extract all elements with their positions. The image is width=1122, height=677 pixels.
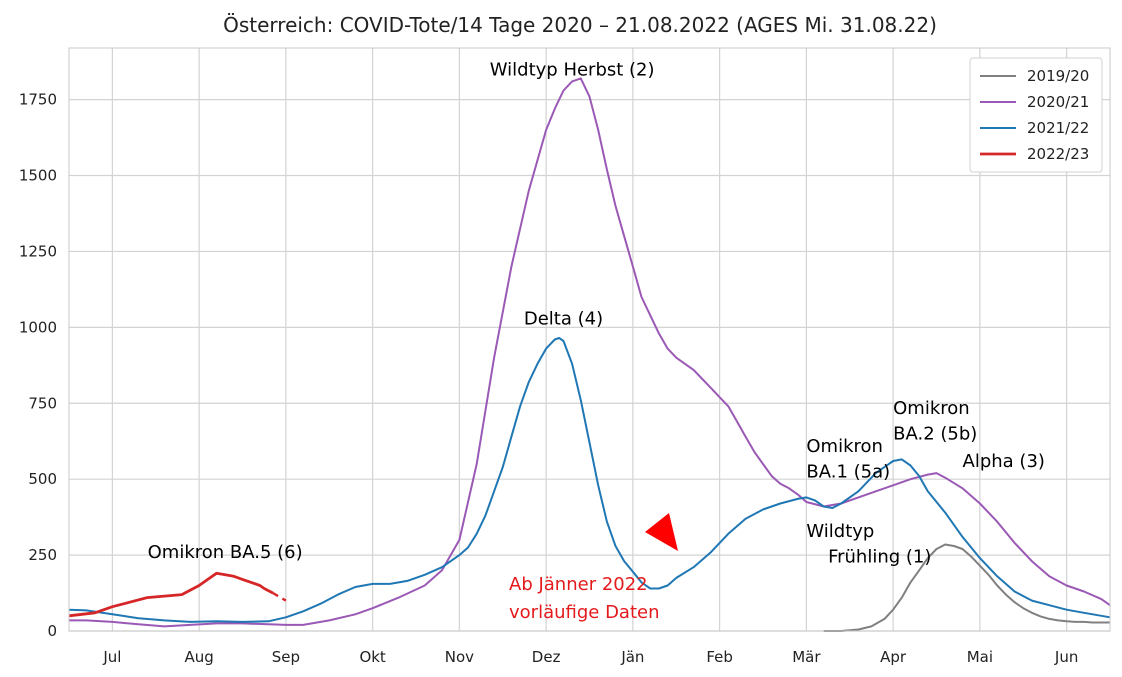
note-line: Ab Jänner 2022 <box>509 574 648 595</box>
annotation-label: Wildtyp Herbst (2) <box>490 59 655 80</box>
plot-background <box>69 48 1110 631</box>
x-tick-label: Sep <box>272 648 300 666</box>
x-tick-label: Okt <box>359 648 385 666</box>
annotation-label: Omikron <box>806 436 883 457</box>
y-tick-label: 500 <box>28 470 57 488</box>
x-ticks: Jul Aug Sep Okt Nov Dez Jän Feb Mär Apr Mai Jun <box>102 648 1078 666</box>
x-tick-label: Apr <box>880 648 907 666</box>
x-tick-label: Jän <box>620 648 644 666</box>
x-tick-label: Jun <box>1054 648 1078 666</box>
series-line-2021-22 <box>68 337 1111 623</box>
y-ticks: 0 250 500 750 1000 1250 1500 1750 <box>19 91 57 640</box>
annotation-label: BA.1 (5a) <box>806 462 890 483</box>
red-arrow-icon <box>645 513 678 551</box>
annotation-label: Frühling (1) <box>828 547 931 568</box>
legend-label: 2022/23 <box>1027 145 1089 163</box>
x-tick-label: Feb <box>706 648 733 666</box>
y-tick-label: 1750 <box>19 91 57 109</box>
x-tick-label: Mai <box>967 648 993 666</box>
x-tick-label: Nov <box>445 648 474 666</box>
x-tick-label: Mär <box>792 648 821 666</box>
series-line-2022-23 <box>68 571 274 618</box>
note-line: vorläufige Daten <box>509 602 660 623</box>
series-line-2022-23-dashed <box>272 591 287 602</box>
y-tick-label: 1250 <box>19 242 57 260</box>
chart-title: Österreich: COVID-Tote/14 Tage 2020 – 21… <box>223 13 937 37</box>
series-lines <box>68 77 1111 632</box>
plot-area <box>69 48 1110 631</box>
series-line-2020-21 <box>69 77 1111 628</box>
annotation-label: Omikron <box>893 398 970 419</box>
legend-label: 2021/22 <box>1027 119 1089 137</box>
y-tick-label: 750 <box>28 394 57 412</box>
x-tick-label: Dez <box>532 648 561 666</box>
annotations: Wildtyp Herbst (2) Delta (4) Omikron BA.1 (… <box>148 59 1045 567</box>
annotation-label: Alpha (3) <box>963 451 1045 472</box>
series-line-2019-20 <box>823 543 1110 632</box>
annotation-label: Delta (4) <box>524 308 603 329</box>
y-tick-label: 0 <box>47 622 57 640</box>
y-tick-label: 1000 <box>19 318 57 336</box>
annotation-label: BA.2 (5b) <box>893 424 977 445</box>
annotation-label: Wildtyp <box>806 521 874 542</box>
y-tick-label: 1500 <box>19 167 57 185</box>
annotation-label: Omikron BA.5 (6) <box>148 542 303 563</box>
x-tick-label: Jul <box>102 648 121 666</box>
legend: 2019/20 2020/21 2021/22 2022/23 <box>969 57 1103 173</box>
legend-label: 2020/21 <box>1027 93 1089 111</box>
legend-label: 2019/20 <box>1027 67 1089 85</box>
x-tick-label: Aug <box>184 648 213 666</box>
red-note: Ab Jänner 2022 vorläufige Daten <box>509 513 678 623</box>
plot-frame <box>68 47 1111 632</box>
y-tick-label: 250 <box>28 546 57 564</box>
legend-box <box>969 57 1103 173</box>
